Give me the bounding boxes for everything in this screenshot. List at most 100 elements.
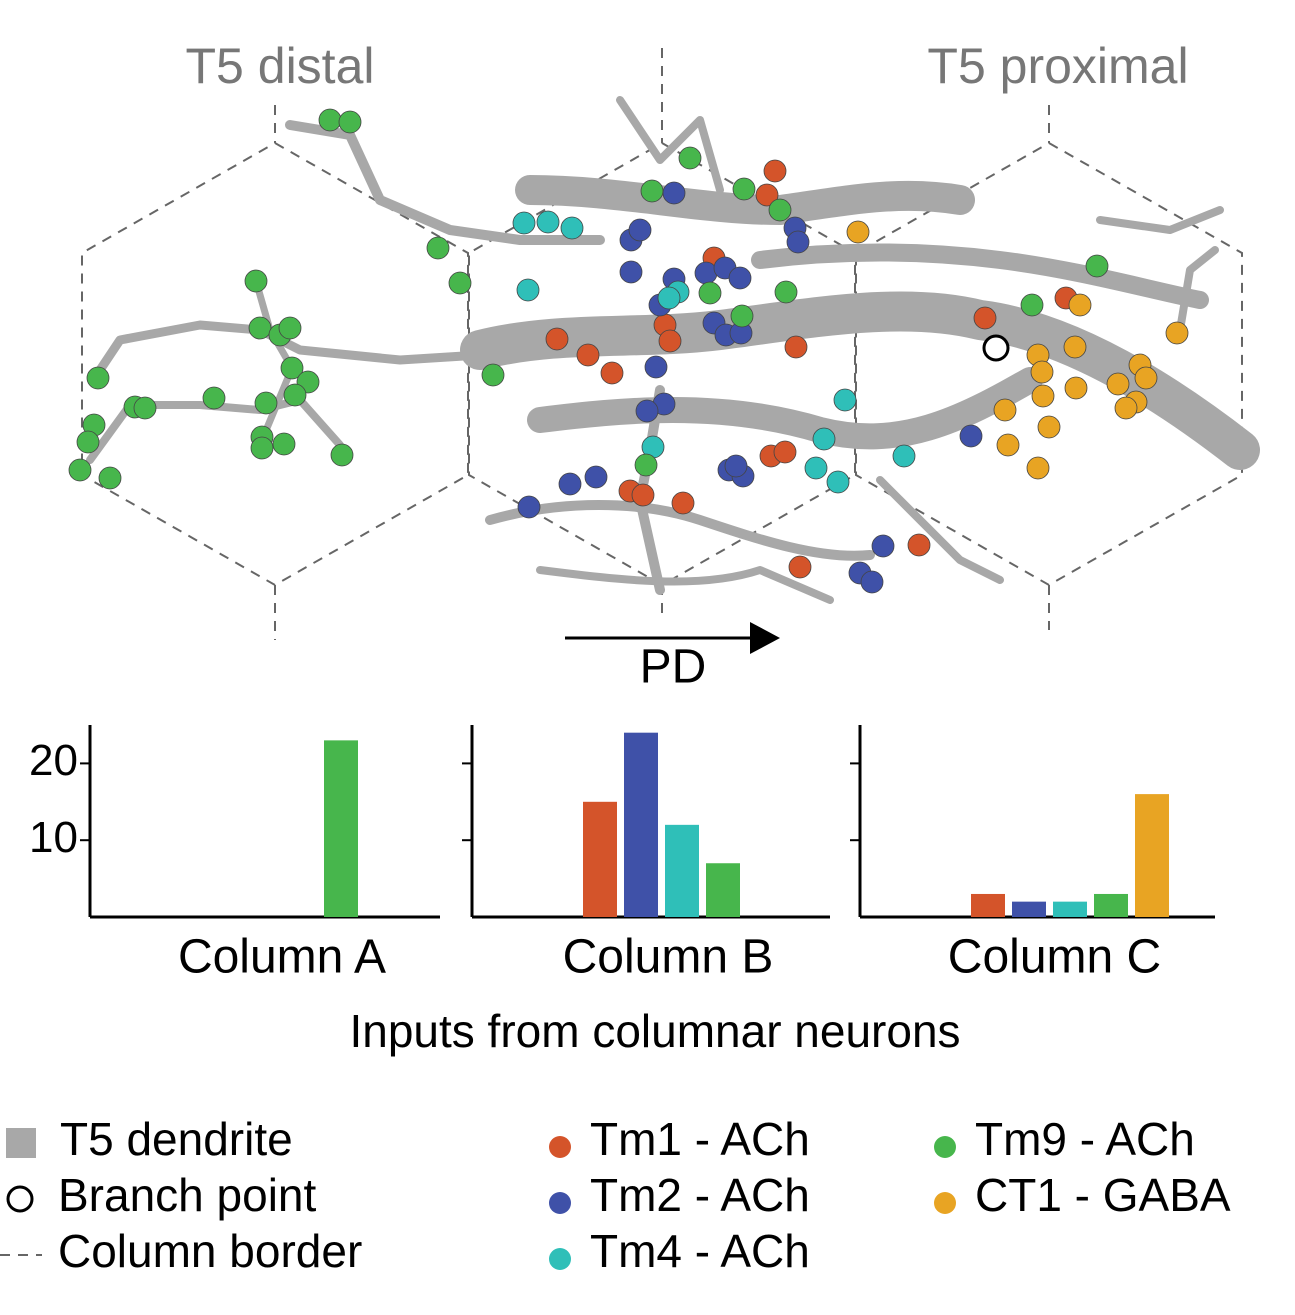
synapse [517,495,541,519]
synapse [86,366,110,390]
legend-label: Tm4 - ACh [590,1225,810,1277]
legend-swatch [934,1192,956,1214]
synapse [678,146,702,170]
synapse [755,183,779,207]
synapse [283,383,307,407]
synapse [871,534,895,558]
bar [1012,901,1046,917]
synapse [1037,415,1061,439]
synapse [694,261,718,285]
synapse [846,220,870,244]
arrow-label: PD [640,641,707,694]
synapse [272,432,296,456]
synapse [512,211,536,235]
synapse [248,316,272,340]
synapse [1030,360,1054,384]
branch-point [982,334,1010,362]
synapse [202,386,226,410]
x-axis-label: Column B [563,931,774,984]
synapse [516,278,540,302]
synapse [658,329,682,353]
y-tick-label: 20 [29,736,78,785]
synapse [959,424,983,448]
x-axis-label: Column C [948,931,1161,984]
synapse [631,483,655,507]
synapse [1063,335,1087,359]
legend-label: Tm9 - ACh [975,1113,1195,1165]
synapse [536,210,560,234]
synapse [662,181,686,205]
legend-label: CT1 - GABA [975,1169,1231,1221]
synapse [628,218,652,242]
synapse [619,260,643,284]
synapse [254,391,278,415]
synapse [892,444,916,468]
synapse [728,266,752,290]
synapse [804,456,828,480]
synapse [993,398,1017,422]
synapse [773,440,797,464]
bar [1094,893,1128,917]
bar [624,732,658,917]
synapse [426,236,450,260]
synapse [774,280,798,304]
synapse [1031,384,1055,408]
synapse [784,335,808,359]
synapse [730,304,754,328]
legend-label: Tm2 - ACh [590,1169,810,1221]
synapse [973,306,997,330]
synapse [558,472,582,496]
synapse [244,269,268,293]
legend-swatch [549,1136,571,1158]
synapse [812,427,836,451]
synapse [826,470,850,494]
synapse [584,465,608,489]
bar [1135,794,1169,917]
synapse [833,388,857,412]
legend-label: Column border [58,1225,362,1277]
synapse [600,361,624,385]
synapse [545,327,569,351]
synapse [250,436,274,460]
synapse [1106,372,1130,396]
pd-arrowhead [750,622,780,654]
synapse [1068,293,1092,317]
legend: T5 dendrite Branch point Column border [0,1113,362,1277]
column-label: T5 distal [186,38,375,94]
legend-swatch [934,1136,956,1158]
y-tick-label: 10 [29,813,78,862]
synapse [1064,376,1088,400]
synapse [788,555,812,579]
synapse [768,198,792,222]
synapse [635,399,659,423]
bar [706,863,740,917]
synapse [732,177,756,201]
synapse [481,363,505,387]
synapse [671,491,695,515]
synapse [640,179,664,203]
x-axis-label: Column A [178,931,386,984]
legend-swatch [6,1185,34,1213]
synapse [280,356,304,380]
synapse [907,533,931,557]
synapse [644,355,668,379]
synapse [338,110,362,134]
bar [324,740,358,917]
synapse [76,430,100,454]
synapse [98,466,122,490]
synapse [133,396,157,420]
synapse [996,433,1020,457]
synapse [860,570,884,594]
synapse [448,271,472,295]
synapse [724,454,748,478]
synapse [786,230,810,254]
bar [583,801,617,917]
synapse [1026,456,1050,480]
synapse [657,286,681,310]
column-label: T5 proximal [927,38,1188,94]
synapse [698,281,722,305]
shared-x-label: Inputs from columnar neurons [349,1005,960,1057]
legend-label: Tm1 - ACh [590,1113,810,1165]
synapse [1085,254,1109,278]
synapse [1114,396,1138,420]
